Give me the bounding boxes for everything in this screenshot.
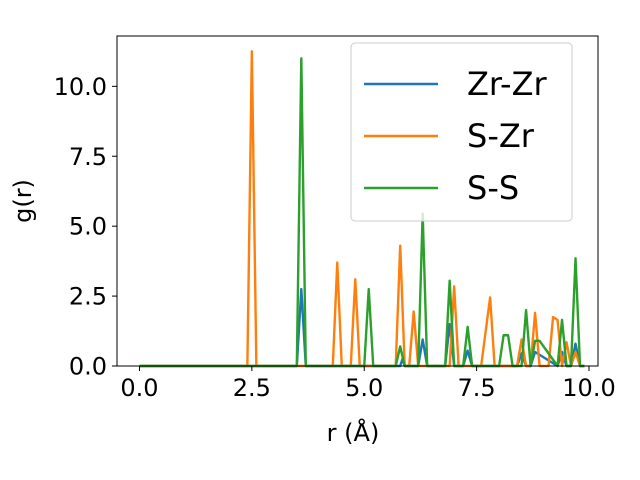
- x-tick-label: 10.0: [562, 374, 615, 402]
- y-tick-label: 10.0: [54, 73, 107, 101]
- legend: Zr-Zr S-Zr S-S: [350, 42, 573, 222]
- x-tick-label: 7.5: [458, 374, 496, 402]
- y-tick-label: 7.5: [69, 143, 107, 171]
- y-axis-ticks: 0.0 2.5 5.0 7.5 10.0: [54, 73, 117, 381]
- y-tick-label: 2.5: [69, 283, 107, 311]
- x-axis-ticks: 0.0 2.5 5.0 7.5 10.0: [120, 366, 616, 402]
- series-line-s-s: [139, 57, 585, 368]
- y-tick-label: 0.0: [69, 353, 107, 381]
- x-tick-label: 0.0: [120, 374, 158, 402]
- legend-box: [350, 42, 573, 222]
- legend-label-s-s: S-S: [467, 169, 519, 207]
- legend-label-zr-zr: Zr-Zr: [467, 65, 548, 103]
- plot-area-frame: [116, 35, 599, 367]
- x-tick-label: 2.5: [233, 374, 271, 402]
- x-tick-label: 5.0: [345, 374, 383, 402]
- y-tick-label: 5.0: [69, 213, 107, 241]
- y-axis-label: g(r): [9, 179, 37, 223]
- legend-label-s-zr: S-Zr: [467, 117, 535, 155]
- x-axis-label: r (Å): [327, 418, 380, 447]
